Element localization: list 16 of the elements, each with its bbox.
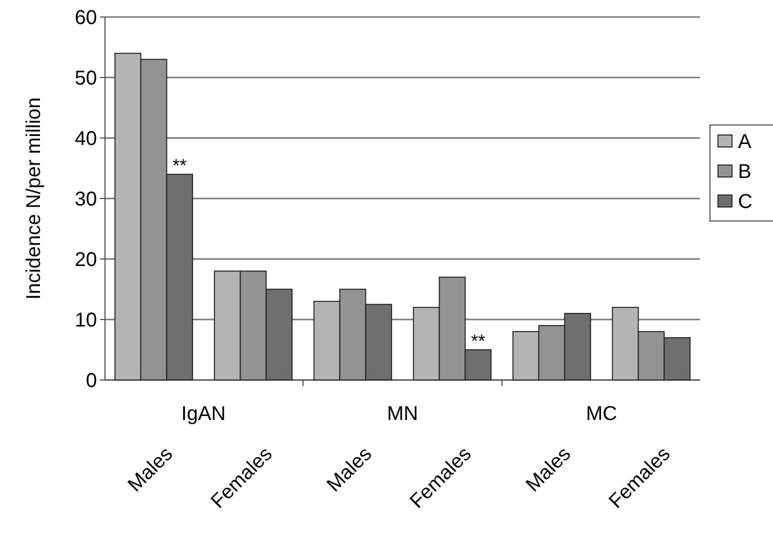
y-tick-label: 60 <box>74 7 97 29</box>
y-axis-title: Incidence N/per million <box>23 97 45 300</box>
y-tick-label: 10 <box>74 310 97 332</box>
text: MN <box>386 403 418 425</box>
y-tick-label: 30 <box>74 188 97 210</box>
text: IgAN <box>181 403 226 425</box>
annotation: ** <box>172 155 187 176</box>
legend-label: C <box>738 191 752 213</box>
y-tick-label: 0 <box>86 370 97 392</box>
y-tick-label: 20 <box>74 249 97 271</box>
legend-label: A <box>738 131 752 153</box>
y-tick-label: 50 <box>74 68 97 90</box>
y-tick-label: 40 <box>74 128 97 150</box>
legend-label: B <box>738 161 752 183</box>
annotation: ** <box>471 330 486 351</box>
text: MC <box>586 403 618 425</box>
